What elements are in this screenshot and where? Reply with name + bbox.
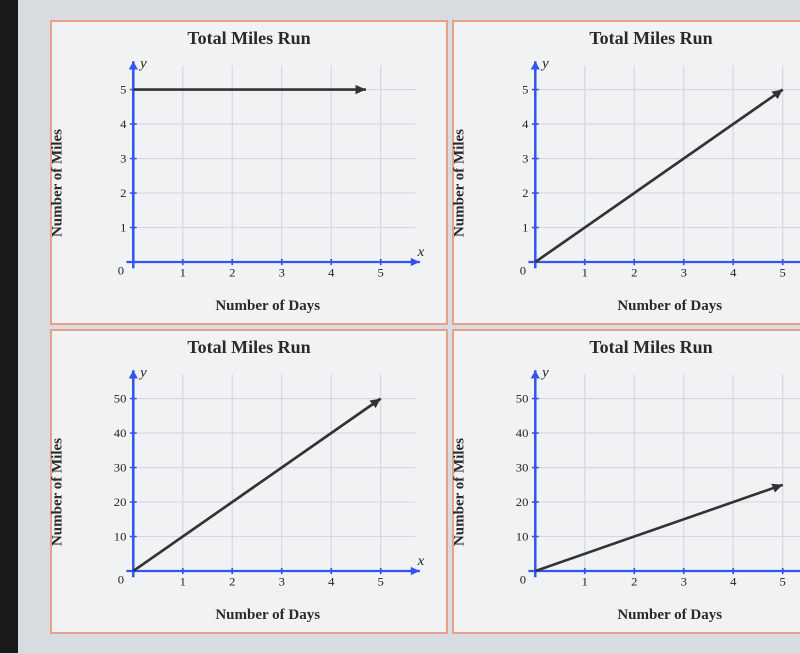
svg-text:4: 4 [522,118,528,131]
svg-text:2: 2 [631,575,637,588]
chart-panel-3: Total Miles Run Number of Miles Number o… [452,329,800,634]
window-edge-bar [0,0,18,653]
chart-svg: 0 1 2 3 4 5 10 20 30 40 50 x y [92,362,436,600]
x-axis-label: Number of Days [617,607,722,624]
svg-text:y: y [540,56,549,71]
svg-text:10: 10 [114,530,127,543]
svg-text:50: 50 [114,392,127,405]
x-axis-label: Number of Days [215,298,320,315]
svg-text:4: 4 [328,575,334,588]
svg-text:0: 0 [520,573,526,586]
svg-text:1: 1 [582,266,588,279]
svg-text:y: y [540,365,549,380]
svg-text:30: 30 [114,461,127,474]
svg-text:1: 1 [120,221,126,234]
svg-text:4: 4 [730,575,736,588]
svg-text:5: 5 [378,575,384,588]
svg-text:5: 5 [780,575,786,588]
svg-text:4: 4 [730,266,736,279]
y-axis-label: Number of Miles [452,438,469,546]
svg-text:50: 50 [516,392,529,405]
chart-panel-2: Total Miles Run Number of Miles Number o… [50,329,448,634]
svg-text:1: 1 [522,221,528,234]
chart-panel-0: Total Miles Run Number of Miles Number o… [50,20,448,325]
svg-text:2: 2 [120,187,126,200]
chart-area: Number of Miles Number of Days 012345102… [62,362,436,622]
svg-text:3: 3 [279,266,285,279]
chart-grid: Total Miles Run Number of Miles Number o… [20,20,800,634]
svg-text:3: 3 [522,152,528,165]
x-axis-label: Number of Days [215,607,320,624]
svg-text:x: x [417,553,425,568]
svg-text:3: 3 [279,575,285,588]
svg-text:5: 5 [378,266,384,279]
svg-text:y: y [138,56,147,71]
x-axis-label: Number of Days [617,298,722,315]
chart-area: Number of Miles Number of Days 012345123… [62,53,436,313]
svg-text:2: 2 [522,187,528,200]
y-axis-label: Number of Miles [50,129,67,237]
svg-text:1: 1 [582,575,588,588]
svg-text:10: 10 [516,530,529,543]
svg-text:4: 4 [120,118,126,131]
svg-text:40: 40 [114,427,127,440]
chart-svg: 0 1 2 3 4 5 1 2 3 4 5 x y [92,53,436,291]
svg-text:40: 40 [516,427,529,440]
svg-text:5: 5 [522,83,528,96]
svg-text:2: 2 [229,266,235,279]
svg-text:y: y [138,365,147,380]
svg-text:0: 0 [118,264,124,277]
svg-text:20: 20 [114,496,127,509]
chart-title: Total Miles Run [62,28,436,49]
svg-text:5: 5 [780,266,786,279]
chart-area: Number of Miles Number of Days 012345123… [464,53,800,313]
y-axis-label: Number of Miles [452,129,469,237]
svg-text:3: 3 [120,152,126,165]
svg-text:4: 4 [328,266,334,279]
y-axis-label: Number of Miles [50,438,67,546]
svg-text:3: 3 [681,575,687,588]
svg-text:20: 20 [516,496,529,509]
svg-text:1: 1 [180,266,186,279]
chart-title: Total Miles Run [62,337,436,358]
svg-text:2: 2 [631,266,637,279]
svg-text:0: 0 [118,573,124,586]
chart-area: Number of Miles Number of Days 012345102… [464,362,800,622]
svg-text:1: 1 [180,575,186,588]
chart-svg: 0123451020304050xy [494,362,800,600]
svg-text:0: 0 [520,264,526,277]
svg-text:3: 3 [681,266,687,279]
svg-text:5: 5 [120,83,126,96]
chart-title: Total Miles Run [464,337,800,358]
svg-text:2: 2 [229,575,235,588]
chart-svg: 01234512345xy [494,53,800,291]
chart-title: Total Miles Run [464,28,800,49]
chart-panel-1: Total Miles Run Number of Miles Number o… [452,20,800,325]
svg-text:30: 30 [516,461,529,474]
svg-text:x: x [417,244,425,259]
